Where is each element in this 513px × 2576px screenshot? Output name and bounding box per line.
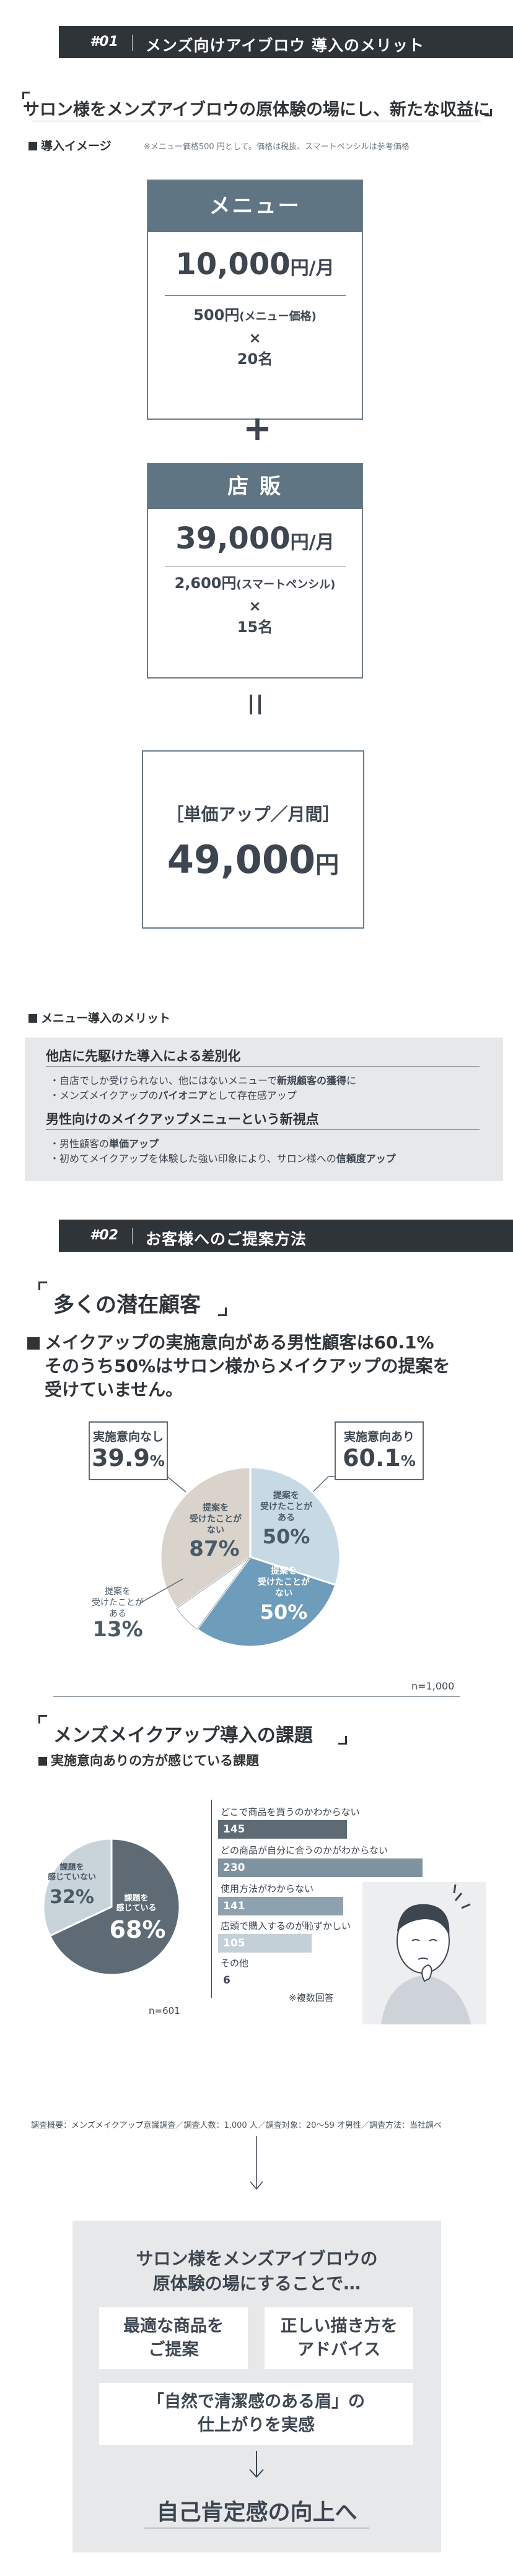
pie-value-yes-not: 50% <box>260 1600 308 1624</box>
store-box: 店 販 39,000円/月 2,600円(スマートペンシル) × 15名 <box>147 463 363 679</box>
equals-icon <box>250 695 261 714</box>
merit-text-2a: ・男性顧客の単価アップ <box>50 1138 159 1150</box>
section-header-01: #01 メンズ向けアイブロウ 導入のメリット <box>59 26 513 58</box>
equals-sign <box>243 687 268 726</box>
merit-text-1b: ・メンズメイクアップのパイオニアとして存在感アップ <box>50 1090 297 1101</box>
pie-label-yes-has: 受けたことが <box>260 1501 313 1512</box>
section-number: #01 <box>90 34 118 50</box>
pie-label-yes-has: 提案を <box>273 1490 299 1501</box>
headline: メイクアップの実施意向がある男性顧客は60.1% そのうち50%はサロン様からメ… <box>27 1331 486 1402</box>
pie2-label-nofeel: 課題を <box>59 1862 84 1872</box>
pie-slice-outline <box>176 1556 251 1630</box>
lead-sentence: サロン様をメンズアイブロウの原体験の場にし、新たな収益に <box>22 100 491 119</box>
bar-category-label: どこで商品を買うのかわからない <box>221 1806 360 1818</box>
pie-value-no-not: 87% <box>189 1537 239 1561</box>
pie-value-no-has: 13% <box>92 1617 142 1642</box>
arrow-down-icon <box>249 2451 264 2478</box>
sample-size-2: n=601 <box>149 2005 180 2016</box>
cta-card-product: 最適な商品を ご提案 <box>99 2307 248 2369</box>
plus-sign: + <box>243 409 272 449</box>
result-sub: ［単価アップ／月間］ <box>166 804 340 825</box>
merit-heading-2: 男性向けのメイクアップメニューという新視点 <box>46 1112 319 1127</box>
callout-no-intent: 実施意向なし 39.9% <box>89 1421 168 1480</box>
multi-answer-note: ※複数回答 <box>289 1992 334 2003</box>
survey-note: 調査概要：メンズメイクアップ意識調査／調査人数：1,000 人／調査対象：20～… <box>31 2121 442 2130</box>
pie-label-no-not: 提案を <box>203 1503 229 1513</box>
section-title: お客様へのご提案方法 <box>131 1227 307 1249</box>
result-box: ［単価アップ／月間］ 49,000円 <box>142 750 364 929</box>
merit-text-2b: ・初めてメイクアップを体験した強い印象により、サロン様への信頼度アップ <box>50 1153 396 1164</box>
menu-amount: 10,000円/月 <box>175 247 335 282</box>
section-number: #02 <box>90 1228 118 1243</box>
pie-label-no-has: 受けたことが <box>92 1598 144 1608</box>
store-calc: 2,600円(スマートペンシル) × 15名 <box>174 575 336 636</box>
result-amount: 49,000円 <box>167 837 340 882</box>
merit-panel: 他店に先駆けた導入による差別化 ・自店でしか受けられない、他にはないメニューで新… <box>25 1038 503 1181</box>
bar-category-label: 使用方法がわからない <box>221 1883 314 1894</box>
image-label: 導入イメージ <box>28 137 112 154</box>
menu-box: メニュー 10,000円/月 500円(メニュー価格) × 20名 <box>147 180 363 420</box>
section-header-02: #02 お客様へのご提案方法 <box>59 1220 513 1252</box>
worried-man-illustration <box>362 1882 486 2024</box>
potential-pie-chart: 提案を受けたことがある50%提案を受けたことがない50%提案を受けたことがない8… <box>92 1466 350 1648</box>
bar-category-label: その他 <box>221 1958 249 1969</box>
frame-corner <box>218 1308 227 1316</box>
lead-bracket-right <box>484 109 492 116</box>
pie-label-connector <box>139 1578 184 1604</box>
store-box-head: 店 販 <box>148 464 362 509</box>
pie2-slice-nofeel <box>42 1837 113 1937</box>
pie-slice-no-not <box>159 1466 252 1610</box>
pie-label-yes-not: ない <box>275 1589 292 1598</box>
menu-box-head: メニュー <box>148 181 362 232</box>
frame-corner <box>338 1736 347 1745</box>
frame-title-potential: 多くの潜在顧客 <box>53 1293 201 1317</box>
section-title: メンズ向けアイブロウ 導入のメリット <box>132 33 424 56</box>
merit-text-1a: ・自店でしか受けられない、他にはないメニューで新規顧客の獲得に <box>50 1075 357 1086</box>
bar: 6 <box>218 1971 230 1990</box>
issues-sub-label: 実施意向ありの方が感じている課題 <box>38 1751 259 1769</box>
lead-bracket-left <box>22 92 30 99</box>
callout-intent: 実施意向あり 60.1% <box>335 1421 424 1480</box>
frame-corner <box>38 1715 47 1724</box>
bar-category-label: どの商品が自分に合うのかがわからない <box>221 1845 388 1856</box>
frame-title-issues: メンズメイクアップ導入の課題 <box>53 1725 313 1746</box>
image-note: ※メニュー価格500 円として。価格は税抜、スマートペンシルは参考価格 <box>144 142 410 152</box>
cta-final: 自己肯定感の向上へ <box>156 2500 357 2525</box>
pie2-value-feel: 68% <box>110 1916 166 1943</box>
pie-label-no-not: 受けたことが <box>190 1514 242 1524</box>
pie-label-yes-not: 提案を <box>271 1566 297 1576</box>
bar: 230 <box>218 1858 423 1877</box>
pie-label-yes-has: ある <box>278 1513 295 1523</box>
pie-slice-yes-not <box>195 1556 337 1648</box>
divider <box>53 1696 460 1697</box>
merit-heading-1: 他店に先駆けた導入による差別化 <box>46 1049 241 1064</box>
menu-calc: 500円(メニュー価格) × 20名 <box>193 306 317 368</box>
pie-label-no-has: 提案を <box>105 1586 131 1597</box>
bar: 105 <box>218 1934 312 1953</box>
cta-card-advice: 正しい描き方を アドバイス <box>265 2307 413 2369</box>
sample-size-1: n=1,000 <box>411 1680 455 1692</box>
pie-label-no-has: ある <box>109 1609 126 1619</box>
cta-intro: サロン様をメンズアイブロウの 原体験の場にすることで… <box>136 2249 378 2294</box>
pie2-label-nofeel: 感じていない <box>48 1872 96 1882</box>
pie-label-yes-not: 受けたことが <box>258 1577 310 1587</box>
pie-slice-yes-has <box>249 1466 341 1587</box>
pie2-value-nofeel: 32% <box>50 1886 94 1908</box>
pie-value-yes-has: 50% <box>263 1525 310 1548</box>
bar: 145 <box>218 1820 348 1839</box>
cta-panel: サロン様をメンズアイブロウの 原体験の場にすることで… 最適な商品を ご提案 正し… <box>72 2221 441 2552</box>
pie-label-no-not: ない <box>207 1525 224 1535</box>
pie2-label-feel: 感じている <box>116 1903 156 1913</box>
bar-category-label: 店頭で購入するのが恥ずかしい <box>221 1920 351 1932</box>
bar-axis <box>211 1800 212 1998</box>
bar: 141 <box>218 1897 344 1915</box>
cta-card-result: 「自然で清潔感のある眉」の 仕上がりを実感 <box>99 2383 413 2445</box>
store-amount: 39,000円/月 <box>175 521 335 556</box>
merit-label: メニュー導入のメリット <box>28 1009 170 1026</box>
arrow-down-icon <box>250 2136 263 2190</box>
pie2-label-feel: 課題を <box>124 1893 148 1903</box>
pie2-slice-feel <box>48 1837 181 1976</box>
frame-corner <box>38 1281 47 1290</box>
